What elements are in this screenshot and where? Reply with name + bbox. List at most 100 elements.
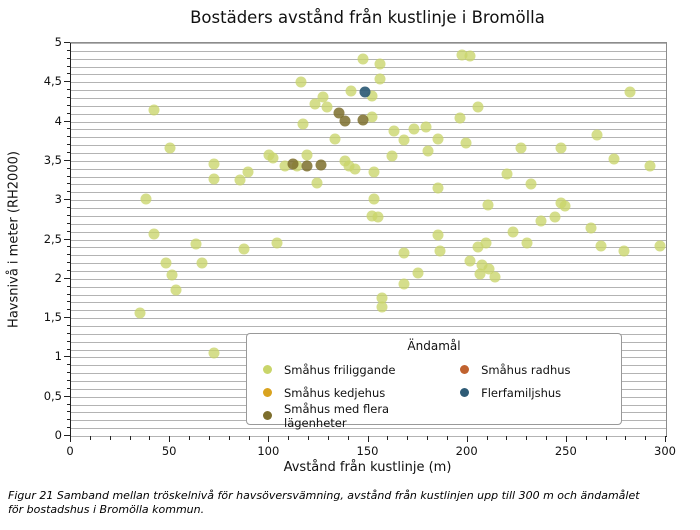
legend-item: Småhus med flera lägenheter [259,401,450,430]
scatter-point [333,107,345,119]
scatter-point [140,193,152,205]
scatter-point [321,101,333,113]
legend-item: Småhus radhus [456,358,609,381]
y-tick-label: 5 [54,35,62,49]
gridline [71,286,666,288]
scatter-point [476,259,488,271]
tick-mark [66,246,70,248]
gridline [71,105,666,107]
chart-title: Bostäders avstånd från kustlinje i Bromö… [190,8,545,27]
scatter-point [297,118,309,130]
scatter-point [432,229,444,241]
gridline [71,270,666,272]
gridline [71,184,666,186]
scatter-point [357,114,369,126]
legend-item-label: Flerfamiljshus [481,385,562,400]
scatter-point [374,58,386,70]
tick-mark [486,436,488,440]
y-tick-label: 2 [54,270,62,285]
tick-mark [625,436,627,440]
gridline [71,325,666,327]
tick-mark [66,309,70,311]
tick-mark [228,436,230,440]
tick-mark [149,436,151,440]
tick-mark [367,436,369,442]
tick-mark [66,104,70,106]
tick-mark [66,364,70,366]
y-tick-label: 1 [54,349,62,364]
x-tick-label: 100 [257,444,280,458]
tick-mark [64,159,70,161]
scatter-point [349,163,361,175]
tick-mark [66,411,70,413]
legend-box: Ändamål Småhus friliggande Småhus kedjehu… [246,333,622,430]
scatter-point [464,50,476,62]
legend-swatch-icon [460,388,470,397]
scatter-point [432,133,444,145]
scatter-point [374,73,386,85]
scatter-point [398,278,410,290]
legend-title: Ändamål [407,339,461,353]
tick-mark [565,436,567,442]
y-tick-label: 3,5 [43,152,62,167]
tick-mark [66,254,70,256]
scatter-point [559,200,571,212]
scatter-point [585,222,597,234]
scatter-point [343,160,355,172]
tick-mark [327,436,329,440]
gridline [71,247,666,249]
tick-mark [427,436,428,440]
tick-mark [66,152,70,154]
scatter-point [555,142,567,154]
gridline [71,50,666,52]
tick-mark [665,436,666,442]
tick-mark [66,262,70,264]
gridline [71,231,666,233]
tick-mark [70,436,71,442]
legend-item-label: Småhus med flera lägenheter [284,401,390,430]
gridline [71,129,666,131]
tick-mark [66,403,70,405]
x-tick-label: 200 [455,444,478,458]
tick-mark [64,395,70,397]
tick-mark [66,419,70,421]
scatter-point [242,166,254,178]
scatter-point [464,255,476,267]
tick-mark [64,238,70,240]
tick-mark [387,436,389,440]
tick-mark [66,65,70,67]
tick-mark [526,436,528,440]
scatter-point [368,193,380,205]
x-tick-label: 150 [356,444,379,458]
gridline [71,318,666,320]
tick-mark [66,175,70,177]
scatter-point [372,211,384,223]
tick-mark [645,436,647,440]
tick-mark [66,387,70,389]
tick-mark [66,73,70,75]
y-tick-label: 4 [54,113,62,128]
tick-mark [129,436,131,440]
scatter-point [376,301,388,313]
scatter-point [164,142,176,154]
scatter-point [148,104,160,116]
tick-mark [64,317,70,319]
tick-mark [66,112,70,114]
tick-mark [189,436,190,440]
gridline [71,208,666,210]
tick-mark [66,348,70,350]
gridline [71,294,666,296]
scatter-point [480,237,492,249]
legend-item-label: Småhus friliggande [284,362,396,377]
legend-swatch-icon [263,411,272,420]
scatter-point [474,268,486,280]
tick-mark [64,356,70,358]
tick-mark [66,332,70,334]
scatter-point [317,91,329,103]
tick-mark [66,89,70,91]
scatter-point [196,257,208,269]
scatter-point [624,86,636,98]
scatter-point [454,112,466,124]
scatter-point [339,115,351,127]
y-tick-label: 1,5 [43,310,62,325]
